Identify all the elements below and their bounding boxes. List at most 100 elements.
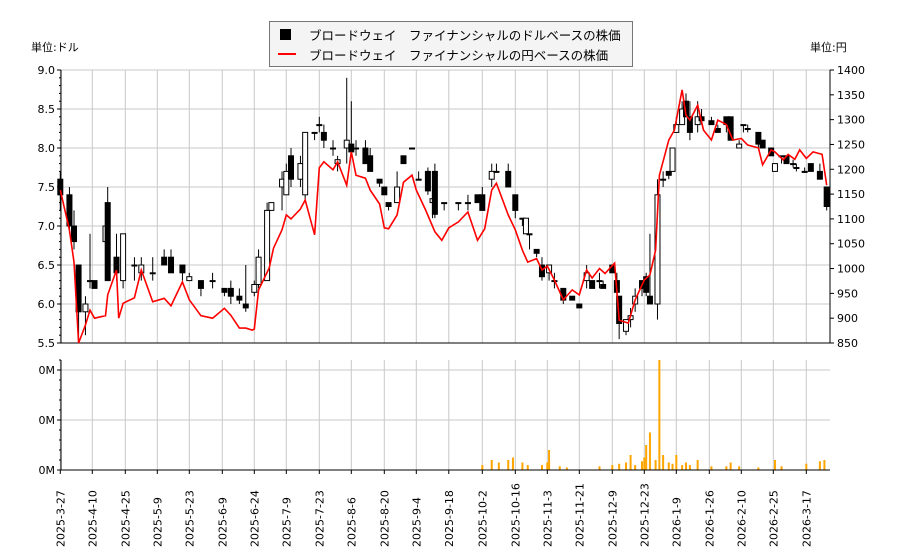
volume-bar (511, 457, 514, 470)
candle (82, 296, 89, 336)
candle-body (759, 139, 766, 149)
x-tick-label: 2025-10-16 (509, 483, 522, 547)
x-tick-label: 2025-4-10 (86, 490, 99, 547)
volume-bar (710, 466, 713, 470)
candle (708, 116, 715, 126)
candle-body (255, 256, 262, 286)
volume-bar (558, 466, 561, 470)
candle-body (505, 170, 512, 188)
candle (353, 140, 360, 156)
candle-body (736, 143, 743, 149)
volume-bar (629, 455, 632, 470)
candle (431, 163, 438, 219)
candle-body (104, 202, 111, 282)
candle (736, 140, 743, 149)
candle (740, 124, 747, 133)
volume-bar (805, 463, 808, 470)
candle (186, 272, 193, 282)
candle (823, 186, 830, 211)
candle (367, 148, 374, 172)
candle (255, 249, 262, 289)
volume-bar (546, 462, 549, 470)
candle-body (394, 186, 401, 204)
candle (66, 187, 73, 234)
volume-bar (818, 461, 821, 470)
volume-y-tick-label: 0M (39, 364, 56, 377)
y-tick-label-right: 1200 (837, 163, 865, 176)
candle-body (455, 202, 462, 205)
candle-body (522, 217, 529, 235)
candle-body (71, 225, 78, 243)
candle (522, 217, 529, 235)
candle (330, 140, 337, 156)
candle-body (179, 264, 186, 274)
x-tick-label: 2025-5-23 (183, 490, 196, 547)
candle-body (91, 280, 98, 289)
candle (744, 124, 751, 133)
candle-body (409, 147, 416, 150)
candle-body (251, 284, 258, 293)
candle (320, 124, 327, 148)
volume-bar (667, 462, 670, 470)
candle-body (283, 170, 290, 196)
candle-body (268, 202, 275, 211)
y-tick-label-left: 8.5 (38, 103, 56, 116)
candle (643, 272, 650, 297)
candle-body (464, 202, 471, 205)
candle (474, 194, 481, 204)
candle-body (755, 131, 762, 145)
candle-body (479, 194, 486, 211)
volume-bar (681, 465, 684, 470)
candle (197, 280, 204, 297)
x-tick-label: 2025-11-3 (541, 490, 554, 547)
x-tick-label: 2026-3-17 (800, 490, 813, 547)
y-tick-label-left: 6.5 (38, 259, 56, 272)
candle-body (320, 131, 327, 141)
yen-price-line (59, 89, 828, 344)
y-tick-label-right: 1300 (837, 114, 865, 127)
volume-bar (521, 462, 524, 470)
volume-bar (490, 460, 493, 470)
candle (512, 194, 519, 219)
candle-body (816, 170, 823, 180)
volume-bar (548, 450, 551, 470)
volume-bar (658, 360, 661, 470)
candle (242, 265, 249, 312)
candle (533, 248, 540, 258)
x-tick-label: 2025-6-24 (248, 490, 261, 547)
y-tick-label-right: 950 (837, 287, 858, 300)
volume-bar (685, 462, 688, 470)
candle (807, 163, 814, 172)
y-tick-label-left: 5.5 (38, 337, 56, 350)
candle-body (600, 284, 607, 289)
candle-body (330, 147, 337, 150)
candle (479, 187, 486, 211)
y-tick-label-left: 7.0 (38, 220, 56, 233)
candle-body (474, 194, 481, 204)
candle-body (424, 170, 431, 192)
candle-body (168, 256, 175, 274)
volume-bar (643, 457, 646, 470)
candle-body (683, 100, 690, 118)
x-tick-label: 2025-3-27 (54, 490, 67, 547)
candle (381, 186, 388, 196)
candle-body (643, 276, 650, 293)
volume-bar (725, 466, 728, 470)
volume-y-tick-label: 0M (39, 414, 56, 427)
candle (596, 272, 603, 289)
x-tick-label: 2025-11-21 (573, 483, 586, 547)
candle (409, 147, 416, 150)
volume-bar (757, 467, 760, 470)
candle (283, 163, 290, 196)
legend-swatch-line (278, 53, 296, 55)
candle-body (441, 202, 448, 205)
candle-body (569, 295, 576, 301)
volume-bar (598, 466, 601, 470)
volume-bar (611, 465, 614, 470)
volume-bar (507, 460, 510, 470)
candle (236, 288, 243, 304)
candle-body (576, 303, 583, 309)
candle (455, 202, 462, 211)
candle-body (596, 280, 603, 283)
candle-body (823, 186, 830, 207)
